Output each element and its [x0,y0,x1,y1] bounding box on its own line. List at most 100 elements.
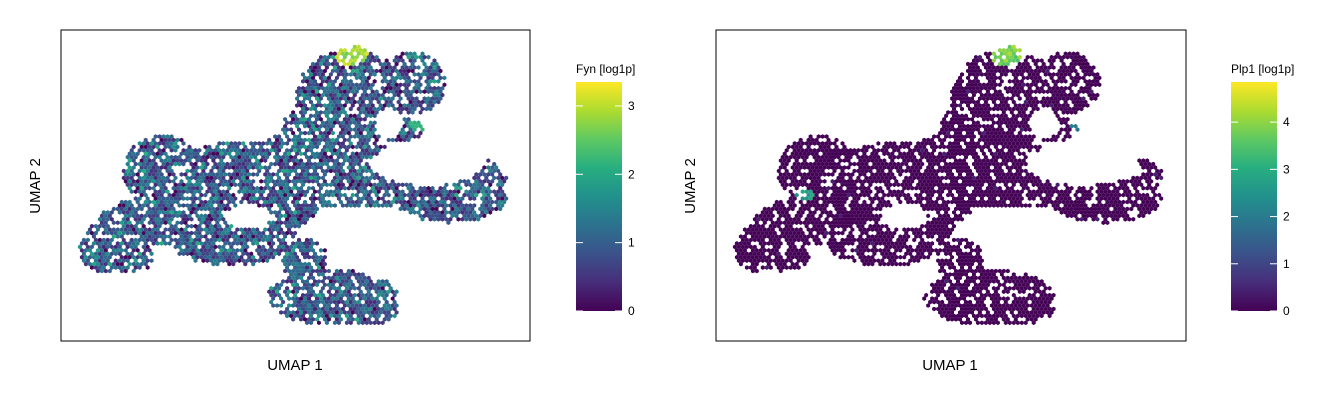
hex-cell [896,196,901,201]
hex-cell [1103,210,1108,215]
hex-cell [1003,175,1008,181]
hex-cell [305,120,309,125]
hex-cell [786,144,791,150]
hex-cell [309,148,313,153]
hex-cell [956,85,960,91]
hex-cell [766,213,771,219]
hex-cell [942,213,947,219]
hex-cell [975,85,980,91]
hex-cell [1021,117,1026,122]
hex-cell [1025,123,1030,129]
hex-cell [1001,61,1006,67]
hex-cell [1005,137,1010,143]
hex-cell [416,72,421,77]
hex-cell [972,79,976,84]
hex-cell [991,79,996,84]
hex-cell [338,317,343,322]
hex-cell [1029,82,1034,88]
hex-cell [279,179,284,184]
hex-cell [1137,206,1142,212]
hex-cell [163,227,168,232]
hex-cell [1063,92,1068,98]
hex-cell [147,213,152,219]
hex-cell [360,106,365,112]
hex-cell [151,227,156,232]
hex-cell [189,161,194,167]
hex-cell [938,213,943,219]
hex-cell [183,158,188,163]
hex-cell [1069,75,1074,81]
hex-cell [974,192,978,198]
hex-cell [243,241,248,246]
hex-cell [283,117,288,122]
hex-cell [334,317,339,322]
hex-cell [999,203,1004,208]
hex-cell [1009,151,1014,157]
hex-cell [319,68,323,74]
hex-cell [313,79,317,84]
hex-cell [121,168,126,174]
hex-cell [926,199,931,205]
hex-cell [985,103,990,108]
hex-cell [338,103,343,108]
hex-cell [894,144,899,150]
hex-cell [113,251,118,257]
hex-cell [987,127,992,132]
hex-cell [408,182,413,188]
hex-cell [185,244,190,250]
hex-cell [844,210,849,215]
hex-cell [291,192,296,198]
hex-cell [878,165,883,170]
hex-cell [1127,196,1132,201]
hex-cell [358,75,363,81]
hex-cell [322,254,327,260]
hex-cell [374,151,379,157]
hex-cell [1071,99,1076,105]
hex-cell [394,185,399,191]
hex-cell [380,65,385,70]
hex-cell [970,61,974,67]
hex-cell [832,154,837,160]
hex-cell [221,196,226,201]
hex-cell [1025,89,1030,94]
hex-cell [902,185,907,191]
hex-cell [227,206,232,212]
hex-cell [243,227,248,232]
hex-cell [131,158,136,163]
hex-cell [1005,68,1010,74]
hex-cell [303,137,307,143]
hex-cell [338,130,343,136]
hex-cell [430,68,435,74]
hex-cell [1057,54,1062,60]
hex-cell [396,58,401,63]
hex-cell [488,182,493,188]
hex-cell [133,223,138,229]
hex-cell [245,189,250,194]
hex-cell [293,161,297,167]
hex-cell [940,203,945,208]
hex-cell [1007,154,1012,160]
hex-cell [113,258,118,263]
hex-cell [161,161,166,167]
hex-cell [1059,65,1064,70]
hex-cell [356,106,361,112]
hex-cell [221,230,226,236]
hex-cell [1031,182,1036,188]
hex-cell [1047,65,1052,70]
hex-cell [177,210,182,215]
hex-cell [989,192,994,198]
hex-cell [872,161,877,167]
hex-cell [137,265,142,270]
hex-cell [1055,113,1060,119]
hex-cell [1121,192,1126,198]
hex-cell [414,199,419,205]
hex-cell [368,196,373,201]
hex-cell [313,279,317,284]
hex-cell [217,141,222,146]
hex-cell [386,137,391,143]
hex-cell [402,123,407,129]
hex-cell [474,192,479,198]
hex-cell [346,165,351,170]
hex-cell [319,117,323,122]
